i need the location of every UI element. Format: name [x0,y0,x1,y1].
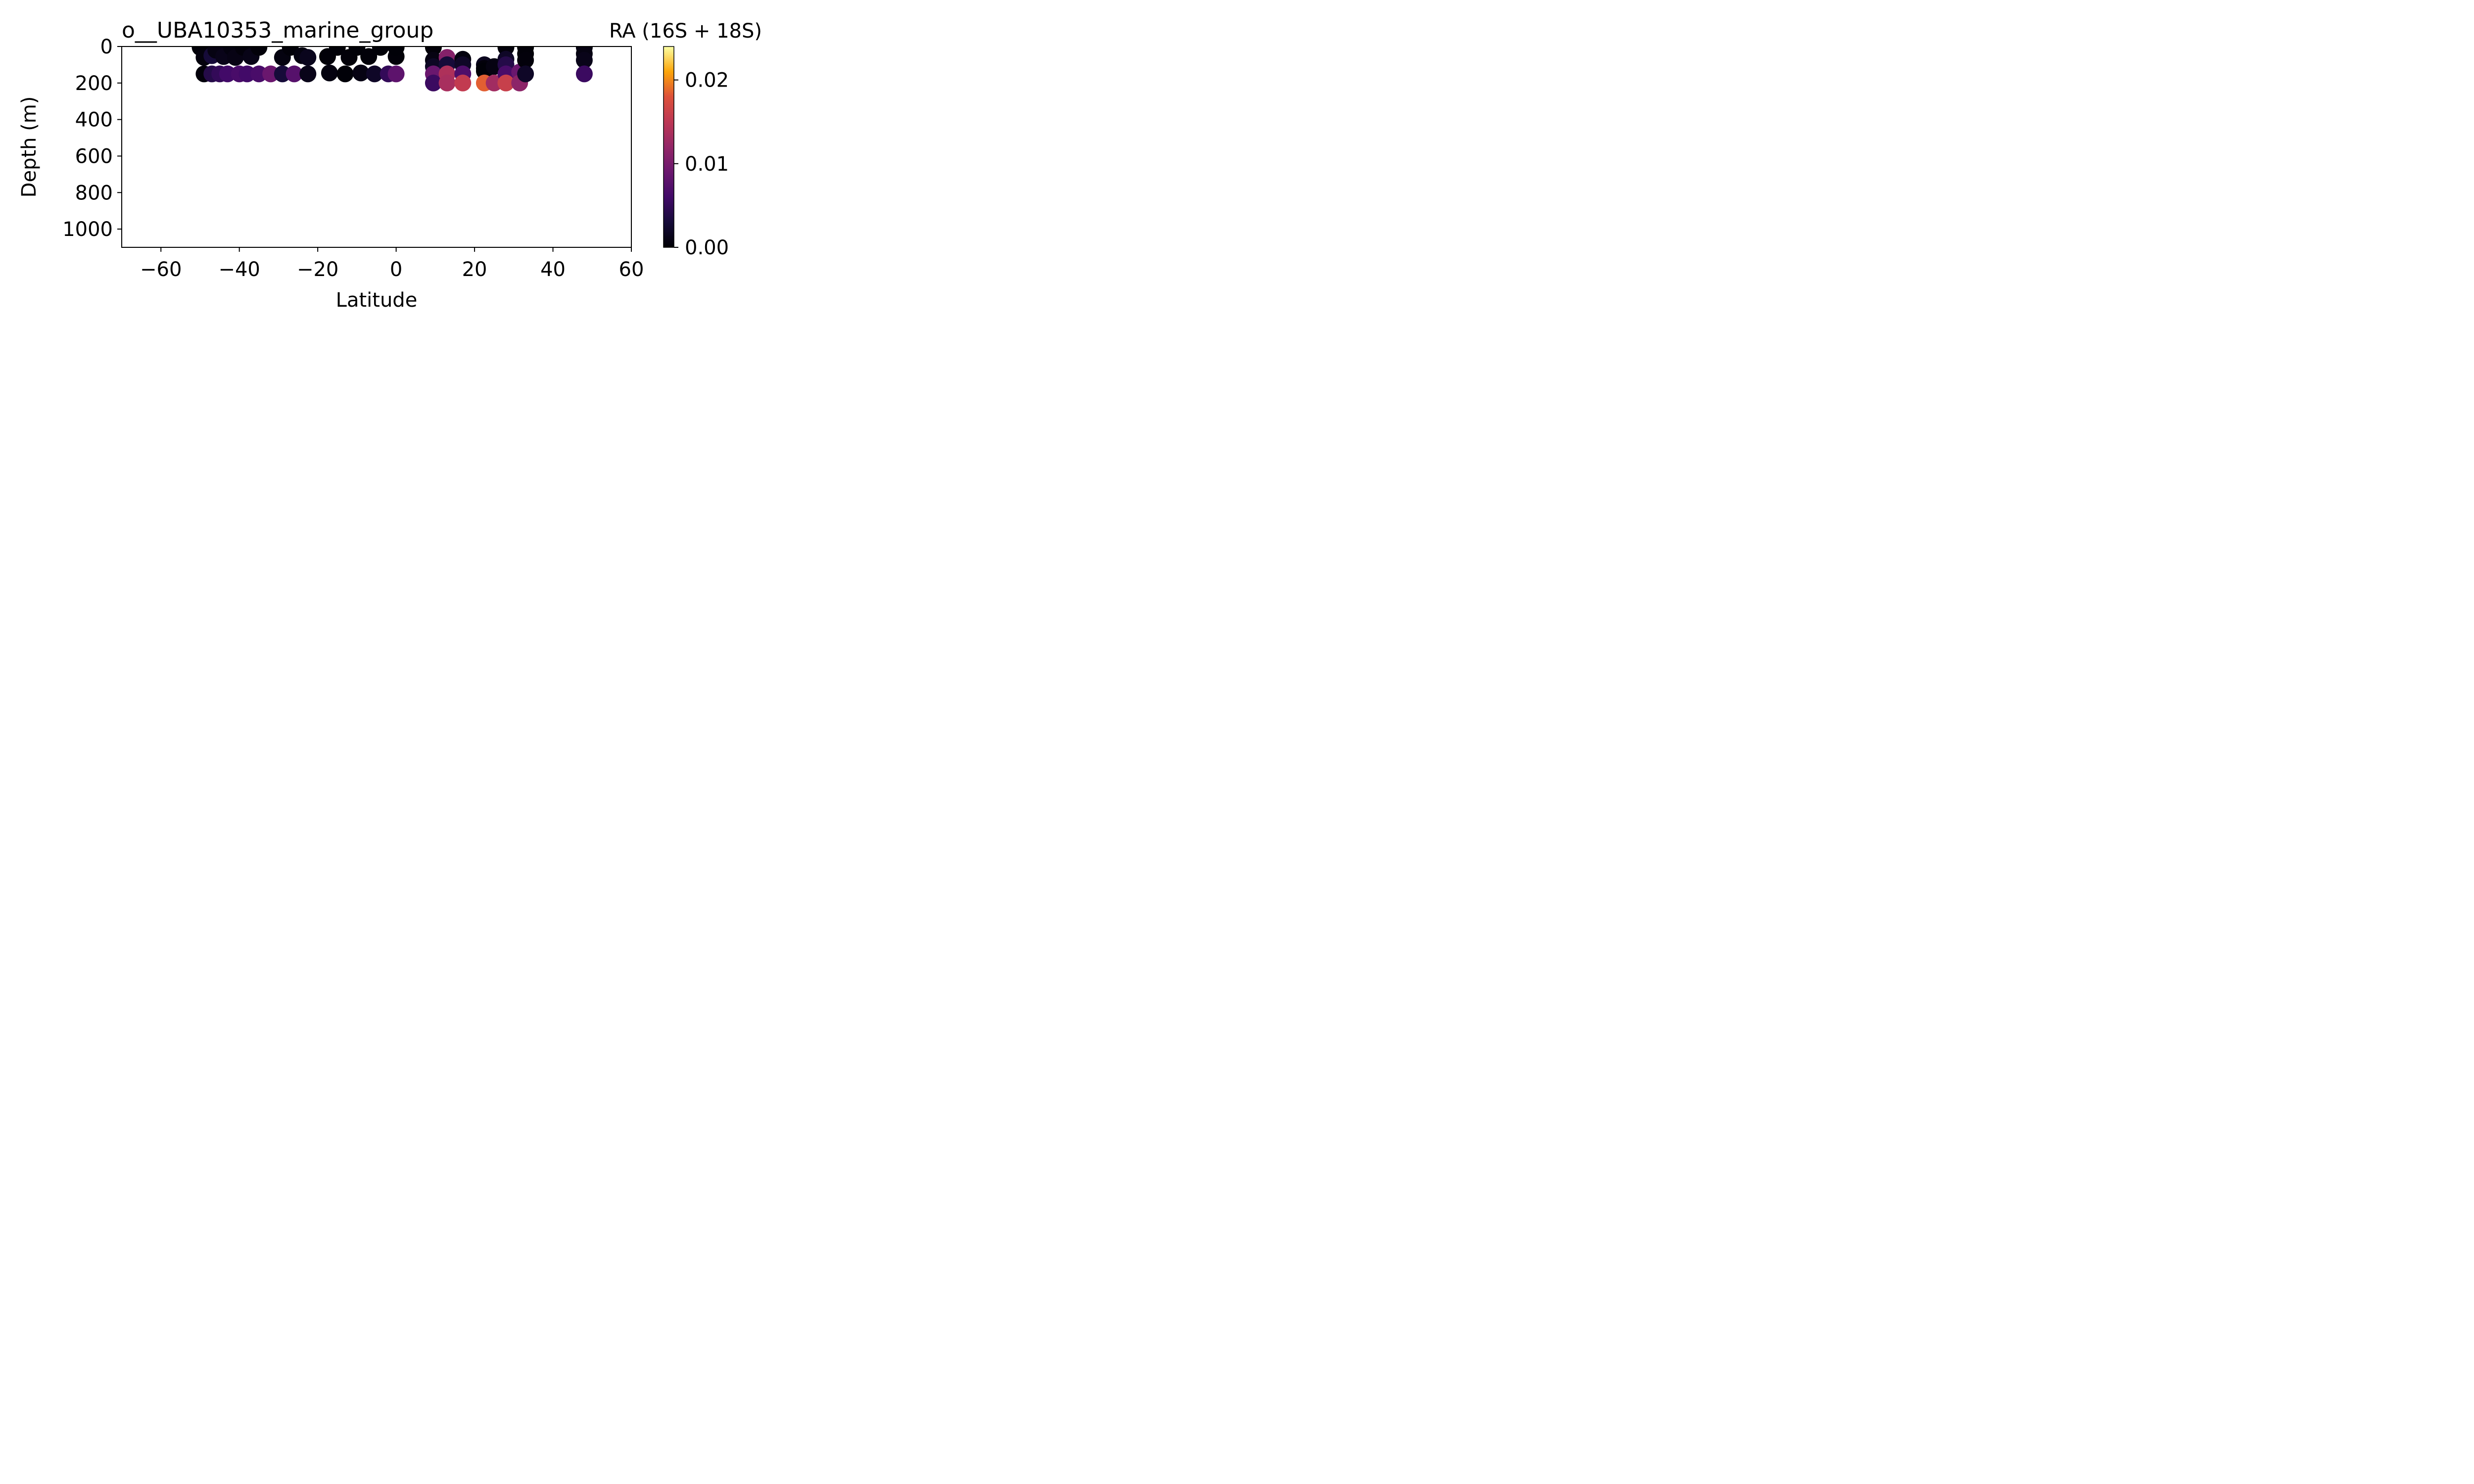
y-axis: 0 200 400 600 800 1000 [62,36,122,241]
plot-frame [121,46,632,248]
x-tick-label: 40 [540,258,566,281]
data-point [517,51,534,69]
data-point [438,74,456,92]
data-point [250,46,268,56]
data-point [425,74,442,92]
x-tick-label: 0 [390,258,402,281]
data-point [387,46,405,56]
data-point [517,65,534,83]
y-tick-label: 0 [100,36,113,58]
colorbar-ticks: 0.00 0.01 0.02 [674,69,729,259]
colorbar-tick-label: 0.02 [685,69,729,92]
data-point [238,65,256,83]
data-point [485,74,503,92]
data-point [329,46,346,56]
data-point [360,48,378,65]
data-point [262,65,280,83]
y-tick-label: 200 [75,72,113,95]
data-point [352,64,370,82]
data-point [497,74,515,92]
data-point [299,49,317,66]
x-tick-label: −40 [218,258,260,281]
x-tick-label: −60 [140,258,182,281]
y-tick-label: 800 [75,182,113,204]
data-point [372,46,389,56]
x-axis-label: Latitude [336,289,418,312]
data-point [454,74,472,92]
data-point [250,65,268,83]
data-point [366,65,383,83]
colorbar: 0.00 0.01 0.02 [663,46,729,259]
x-tick-label: 60 [619,258,644,281]
y-tick-label: 1000 [62,218,113,241]
data-point [387,65,405,83]
data-point [336,65,354,83]
data-point [575,65,593,83]
data-point [285,65,303,83]
scatter-chart: o__UBA10353_marine_group RA (16S + 18S) … [18,18,762,312]
plot-area [121,46,632,248]
x-tick-label: 20 [462,258,487,281]
colorbar-tick-label: 0.01 [685,153,729,176]
data-point [274,65,291,83]
data-point [219,65,236,83]
x-tick-label: −20 [297,258,338,281]
x-axis: −60 −40 −20 0 20 40 60 [140,247,644,281]
y-tick-label: 600 [75,145,113,168]
colorbar-tick-label: 0.00 [685,236,729,259]
colorbar-label: RA (16S + 18S) [609,20,762,43]
y-tick-label: 400 [75,109,113,132]
data-points [191,46,593,92]
data-point [575,51,593,69]
chart-title: o__UBA10353_marine_group [122,18,433,43]
data-point [321,64,338,82]
data-point [299,65,317,83]
colorbar-gradient [663,46,674,248]
y-axis-label: Depth (m) [18,96,41,198]
